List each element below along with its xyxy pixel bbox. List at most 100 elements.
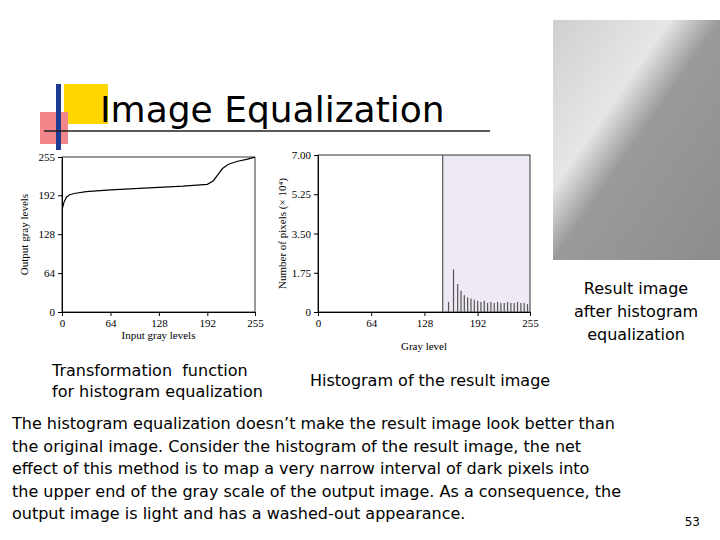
tick-label: 0 [60, 317, 66, 329]
x-axis: 0 64 128 192 255 [316, 312, 540, 329]
tick-mark [424, 312, 425, 316]
deco-blue [56, 84, 61, 150]
chart: 0 64 128 192 255 0 1.75 3.50 5.25 7.00 Gray level N… [276, 149, 539, 352]
title-rule [44, 130, 490, 132]
tick-mark [58, 157, 62, 158]
histogram-bar [470, 299, 471, 312]
y-axis-title: Number of pixels (× 10⁴) [276, 178, 289, 289]
tick-label: 64 [366, 317, 378, 329]
tick: 0 [306, 306, 319, 318]
body-text: effect of this method is to map a very n… [12, 459, 589, 478]
tick: 5.25 [292, 188, 318, 200]
tick-label: 3.50 [292, 228, 312, 240]
chart: 0 64 128 192 255 0 64 128 192 255 Input gray level… [18, 151, 264, 341]
histogram-bar [494, 303, 495, 312]
x-axis: 0 64 128 192 255 [60, 312, 265, 329]
histogram-bar [500, 303, 501, 312]
histogram-bar [480, 302, 481, 312]
tick-mark [314, 234, 318, 235]
image-caption: after histogram [574, 302, 698, 321]
histogram-bar [484, 301, 485, 312]
tick-label: 128 [39, 228, 56, 240]
tick: 255 [522, 312, 539, 329]
y-axis-title: Output gray levels [18, 194, 30, 275]
tick-label: 0 [316, 317, 322, 329]
result-image [553, 20, 720, 260]
tick: 128 [417, 312, 434, 329]
tick-mark [110, 312, 111, 316]
tick-label: 64 [105, 317, 117, 329]
tick-mark [371, 312, 372, 316]
chart-caption: for histogram equalization [52, 382, 263, 401]
histogram-bar [448, 302, 449, 312]
y-axis: 0 1.75 3.50 5.25 7.00 [292, 149, 319, 318]
tick-mark [530, 312, 531, 316]
tick-label: 128 [151, 317, 168, 329]
x-axis-title: Input gray levels [122, 329, 196, 341]
tick-mark [478, 312, 479, 316]
tick-label: 5.25 [292, 188, 312, 200]
tick-label: 0 [50, 306, 56, 318]
histogram-bar [477, 301, 478, 312]
deco-red [40, 112, 68, 144]
chart-caption: Transformation function [51, 361, 248, 380]
tick: 192 [470, 312, 487, 329]
histogram-bar [442, 155, 443, 312]
tick: 64 [105, 312, 117, 329]
histogram-bar [517, 302, 518, 312]
histogram-bar [514, 303, 515, 312]
tick-mark [62, 312, 63, 316]
tick-label: 192 [200, 317, 217, 329]
tick: 128 [151, 312, 168, 329]
highlight-band [443, 155, 530, 312]
histogram-bar [464, 295, 465, 312]
histogram-bar [507, 302, 508, 312]
histogram-bar [497, 302, 498, 312]
image-caption: equalization [587, 325, 685, 344]
tick-mark [314, 194, 318, 195]
tick-mark [58, 273, 62, 274]
slide: Image Equalization Result image after hist… [0, 0, 720, 540]
tick-mark [58, 234, 62, 235]
body-text: The histogram equalization doesn’t make … [11, 414, 615, 433]
tick-label: 64 [44, 267, 56, 279]
tick: 255 [247, 312, 264, 329]
tick-label: 1.75 [292, 267, 312, 279]
histogram-bar [460, 291, 461, 312]
tick-mark [314, 273, 318, 274]
tick: 192 [39, 189, 63, 201]
plot-area [62, 157, 255, 210]
transform-curve [62, 157, 255, 210]
tick-label: 192 [470, 317, 487, 329]
histogram-bar [453, 269, 454, 312]
tick-mark [318, 312, 319, 316]
histogram-bar [510, 303, 511, 312]
tick: 64 [366, 312, 378, 329]
histogram-bar [474, 300, 475, 312]
tick-mark [255, 312, 256, 316]
histogram-bar [490, 302, 491, 312]
tick: 0 [316, 312, 322, 329]
tick: 128 [39, 228, 63, 240]
tick: 255 [39, 151, 63, 163]
tick-mark [159, 312, 160, 316]
x-axis-title: Gray level [401, 340, 447, 352]
slide-title: Image Equalization [100, 89, 445, 130]
tick: 192 [200, 312, 217, 329]
body-text: the upper end of the gray scale of the o… [12, 482, 621, 501]
page-number: 53 [685, 515, 700, 529]
tick-label: 7.00 [292, 149, 312, 161]
tick: 1.75 [292, 267, 318, 279]
y-axis: 0 64 128 192 255 [39, 151, 63, 318]
tick-label: 192 [39, 189, 56, 201]
body-text: the original image. Consider the histogr… [12, 437, 581, 456]
histogram-bar [520, 303, 521, 312]
tick-label: 128 [417, 317, 434, 329]
histogram-bar [487, 303, 488, 312]
tick-label: 255 [39, 151, 56, 163]
image-caption: Result image [584, 279, 688, 298]
tick: 3.50 [292, 228, 318, 240]
tick-mark [314, 155, 318, 156]
tick: 7.00 [292, 149, 318, 161]
histogram-bar [457, 284, 458, 312]
